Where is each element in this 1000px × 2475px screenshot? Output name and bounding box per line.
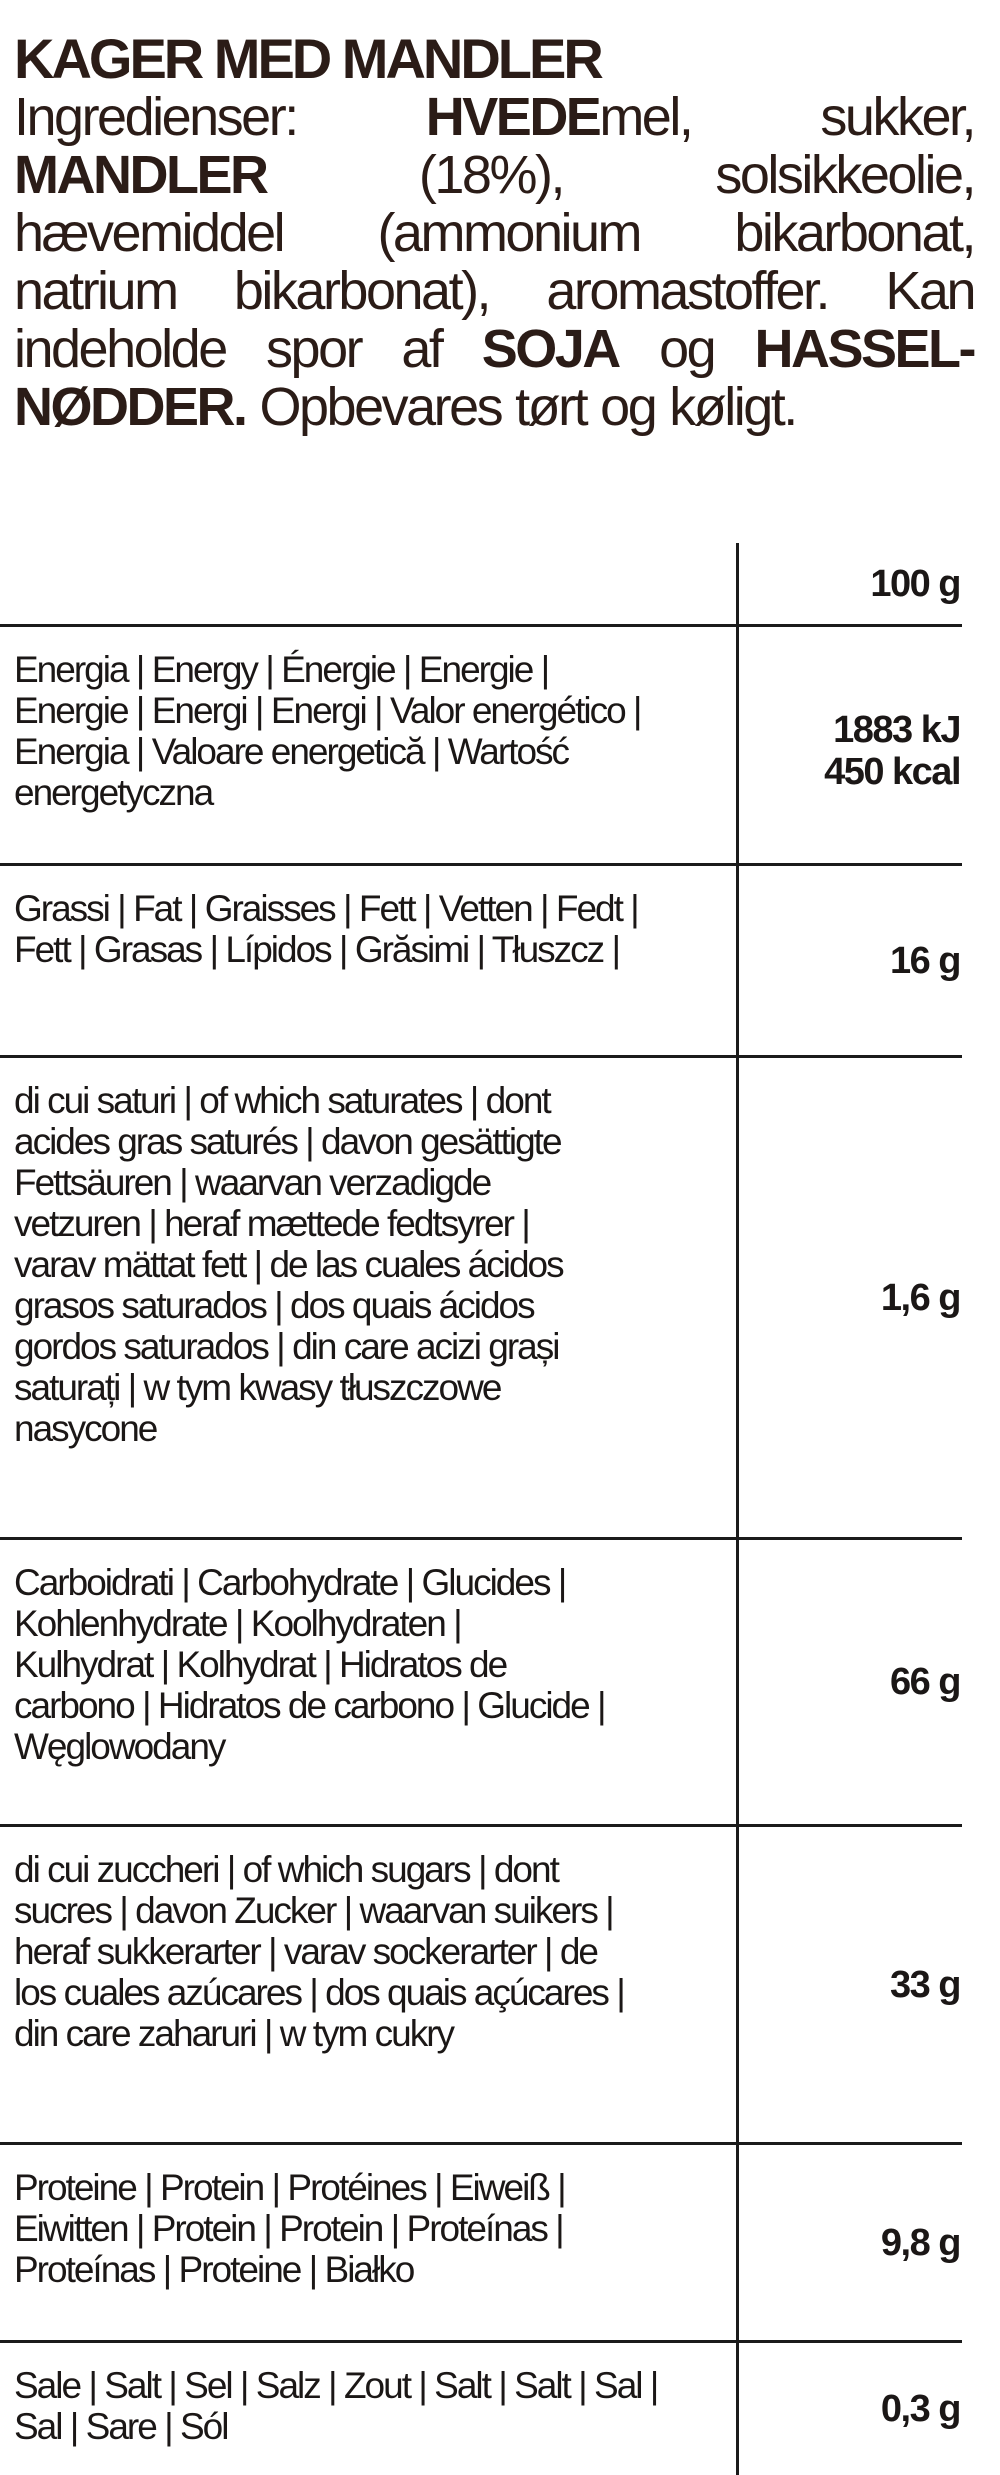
label-line: Sale | Salt | Sel | Salz | Zout | Salt |…: [14, 2365, 659, 2406]
nutrient-label: Carboidrati | Carbohydrate | Glucides | K…: [14, 1562, 729, 1767]
ingredients-block: KAGER MED MANDLER Ingredienser: HVEDEmel,…: [14, 27, 976, 437]
nutrition-row-salt: Sale | Salt | Sel | Salz | Zout | Salt |…: [0, 2343, 962, 2475]
ingredient-word: hævemiddel: [14, 203, 286, 263]
ingredient-word: indeholde: [14, 319, 228, 379]
nutrition-row-protein: Proteine | Protein | Protéines | Eiweiß …: [0, 2145, 962, 2343]
ingredient-word: (ammonium: [377, 203, 642, 263]
label-line: grasos saturados | dos quais ácidos: [14, 1285, 536, 1326]
label-line: sucres | davon Zucker | waarvan suikers …: [14, 1890, 615, 1931]
nutrient-value: 66 g: [889, 1661, 962, 1703]
label-line: Fettsäuren | waarvan verzadigde: [14, 1162, 492, 1203]
label-line: Węglowodany: [14, 1726, 226, 1767]
label-line: los cuales azúcares | dos quais açúcares…: [14, 1972, 626, 2013]
nutrient-label: Sale | Salt | Sel | Salz | Zout | Salt |…: [14, 2365, 729, 2447]
nutrient-label: Energia | Energy | Énergie | Energie | En…: [14, 649, 729, 813]
nutrient-value: 33 g: [889, 1963, 962, 2006]
ingredient-word: og: [600, 377, 658, 437]
label-line: gordos saturados | din care acizi grași: [14, 1326, 560, 1367]
label-line: acides gras saturés | davon gesättigte: [14, 1121, 563, 1162]
ingredient-word: og: [659, 319, 717, 379]
ingredient-word: NØDDER.: [14, 377, 248, 437]
nutrient-label: Proteine | Protein | Protéines | Eiweiß …: [14, 2167, 729, 2290]
ingredient-word: tørt: [515, 377, 588, 437]
nutrient-value: 1883 kJ: [833, 709, 961, 751]
nutrition-row-carbohydrate: Carboidrati | Carbohydrate | Glucides | K…: [0, 1540, 962, 1827]
nutrient-value: 450 kcal: [824, 751, 961, 793]
ingredient-word: aromastoffer.: [546, 261, 830, 321]
label-line: saturați | w tym kwasy tłuszczowe: [14, 1367, 502, 1408]
ingredient-word: Ingredienser:: [14, 87, 299, 147]
nutrition-row-sugars: di cui zuccheri | of which sugars | dont…: [0, 1827, 962, 2145]
ingredient-word: SOJA: [481, 319, 622, 379]
ingredient-word: bikarbonat),: [233, 261, 492, 321]
column-divider: [736, 543, 739, 2475]
label-line: carbono | Hidratos de carbono | Glucide …: [14, 1685, 607, 1726]
ingredient-word: (18%),: [418, 145, 566, 205]
ingredients-line: hævemiddel (ammonium bikarbonat,: [14, 203, 976, 263]
ingredient-word: MANDLER: [14, 145, 269, 205]
nutrition-row-fat: Grassi | Fat | Graisses | Fett | Vetten …: [0, 866, 962, 1058]
nutrition-table: 100 g Energia | Energy | Énergie | Energ…: [0, 543, 962, 2475]
nutrient-value: 0,3 g: [880, 2388, 962, 2430]
label-line: varav mättat fett | de las cuales ácidos: [14, 1244, 565, 1285]
ingredients-line: NØDDER. Opbevares tørt og køligt.: [14, 378, 974, 436]
ingredient-word: HASSEL-: [754, 319, 976, 379]
label-line: Proteínas | Proteine | Białko: [14, 2249, 415, 2290]
nutrient-value: 1,6 g: [880, 1276, 962, 1319]
label-line: energetyczna: [14, 772, 214, 813]
label-line: din care zaharuri | w tym cukry: [14, 2013, 455, 2054]
ingredients-line: MANDLER (18%), solsikkeolie,: [14, 145, 976, 205]
label-line: Energia | Energy | Énergie | Energie |: [14, 649, 550, 690]
label-line: Carboidrati | Carbohydrate | Glucides |: [14, 1562, 567, 1603]
label-line: Kohlenhydrate | Koolhydraten |: [14, 1603, 463, 1644]
ingredient-word: bikarbonat,: [734, 203, 976, 263]
label-line: di cui saturi | of which saturates | don…: [14, 1080, 552, 1121]
ingredients-line: natrium bikarbonat), aromastoffer. Kan: [14, 261, 976, 321]
label-line: Kulhydrat | Kolhydrat | Hidratos de: [14, 1644, 508, 1685]
nutrient-label: Grassi | Fat | Graisses | Fett | Vetten …: [14, 888, 729, 970]
ingredient-word: spor: [266, 319, 364, 379]
ingredient-word: køligt.: [669, 377, 798, 437]
nutrition-header-row: 100 g: [0, 543, 962, 627]
ingredient-word: sukker,: [820, 87, 976, 147]
nutrition-row-saturates: di cui saturi | of which saturates | don…: [0, 1058, 962, 1540]
label-line: heraf sukkerarter | varav sockerarter | …: [14, 1931, 599, 1972]
nutrient-value: 16 g: [889, 939, 962, 982]
label-line: Energia | Valoare energetică | Wartość: [14, 731, 570, 772]
label-line: nasycone: [14, 1408, 158, 1449]
ingredients-line: Ingredienser: HVEDEmel, sukker,: [14, 87, 976, 147]
ingredient-word: HVEDEmel,: [425, 87, 694, 147]
label-line: Eiwitten | Protein | Protein | Proteínas…: [14, 2208, 565, 2249]
ingredients-line: indeholde spor af SOJA og HASSEL-: [14, 319, 976, 379]
nutrient-value: 9,8 g: [880, 2221, 962, 2264]
label-line: Sal | Sare | Sól: [14, 2406, 229, 2447]
ingredient-word: Opbevares: [259, 377, 504, 437]
product-title: KAGER MED MANDLER: [14, 27, 604, 90]
label-line: di cui zuccheri | of which sugars | dont: [14, 1849, 560, 1890]
ingredient-word: solsikkeolie,: [715, 145, 976, 205]
ingredients-text: Ingredienser: HVEDEmel, sukker, MANDLER (18%…: [14, 87, 976, 436]
label-line: vetzuren | heraf mættede fedtsyrer |: [14, 1203, 531, 1244]
nutrition-row-energy: Energia | Energy | Énergie | Energie | En…: [0, 627, 962, 866]
label-line: Energie | Energi | Energi | Valor energé…: [14, 690, 643, 731]
ingredient-word: af: [401, 319, 444, 379]
per-100g-header: 100 g: [870, 562, 961, 605]
label-line: Proteine | Protein | Protéines | Eiweiß …: [14, 2167, 567, 2208]
label-line: Grassi | Fat | Graisses | Fett | Vetten …: [14, 888, 640, 929]
nutrient-label: di cui zuccheri | of which sugars | dont…: [14, 1849, 729, 2054]
nutrient-label: di cui saturi | of which saturates | don…: [14, 1080, 729, 1449]
ingredient-word: Kan: [885, 261, 976, 321]
ingredient-word: natrium: [14, 261, 179, 321]
label-line: Fett | Grasas | Lípidos | Grăsimi | Tłus…: [14, 929, 621, 970]
